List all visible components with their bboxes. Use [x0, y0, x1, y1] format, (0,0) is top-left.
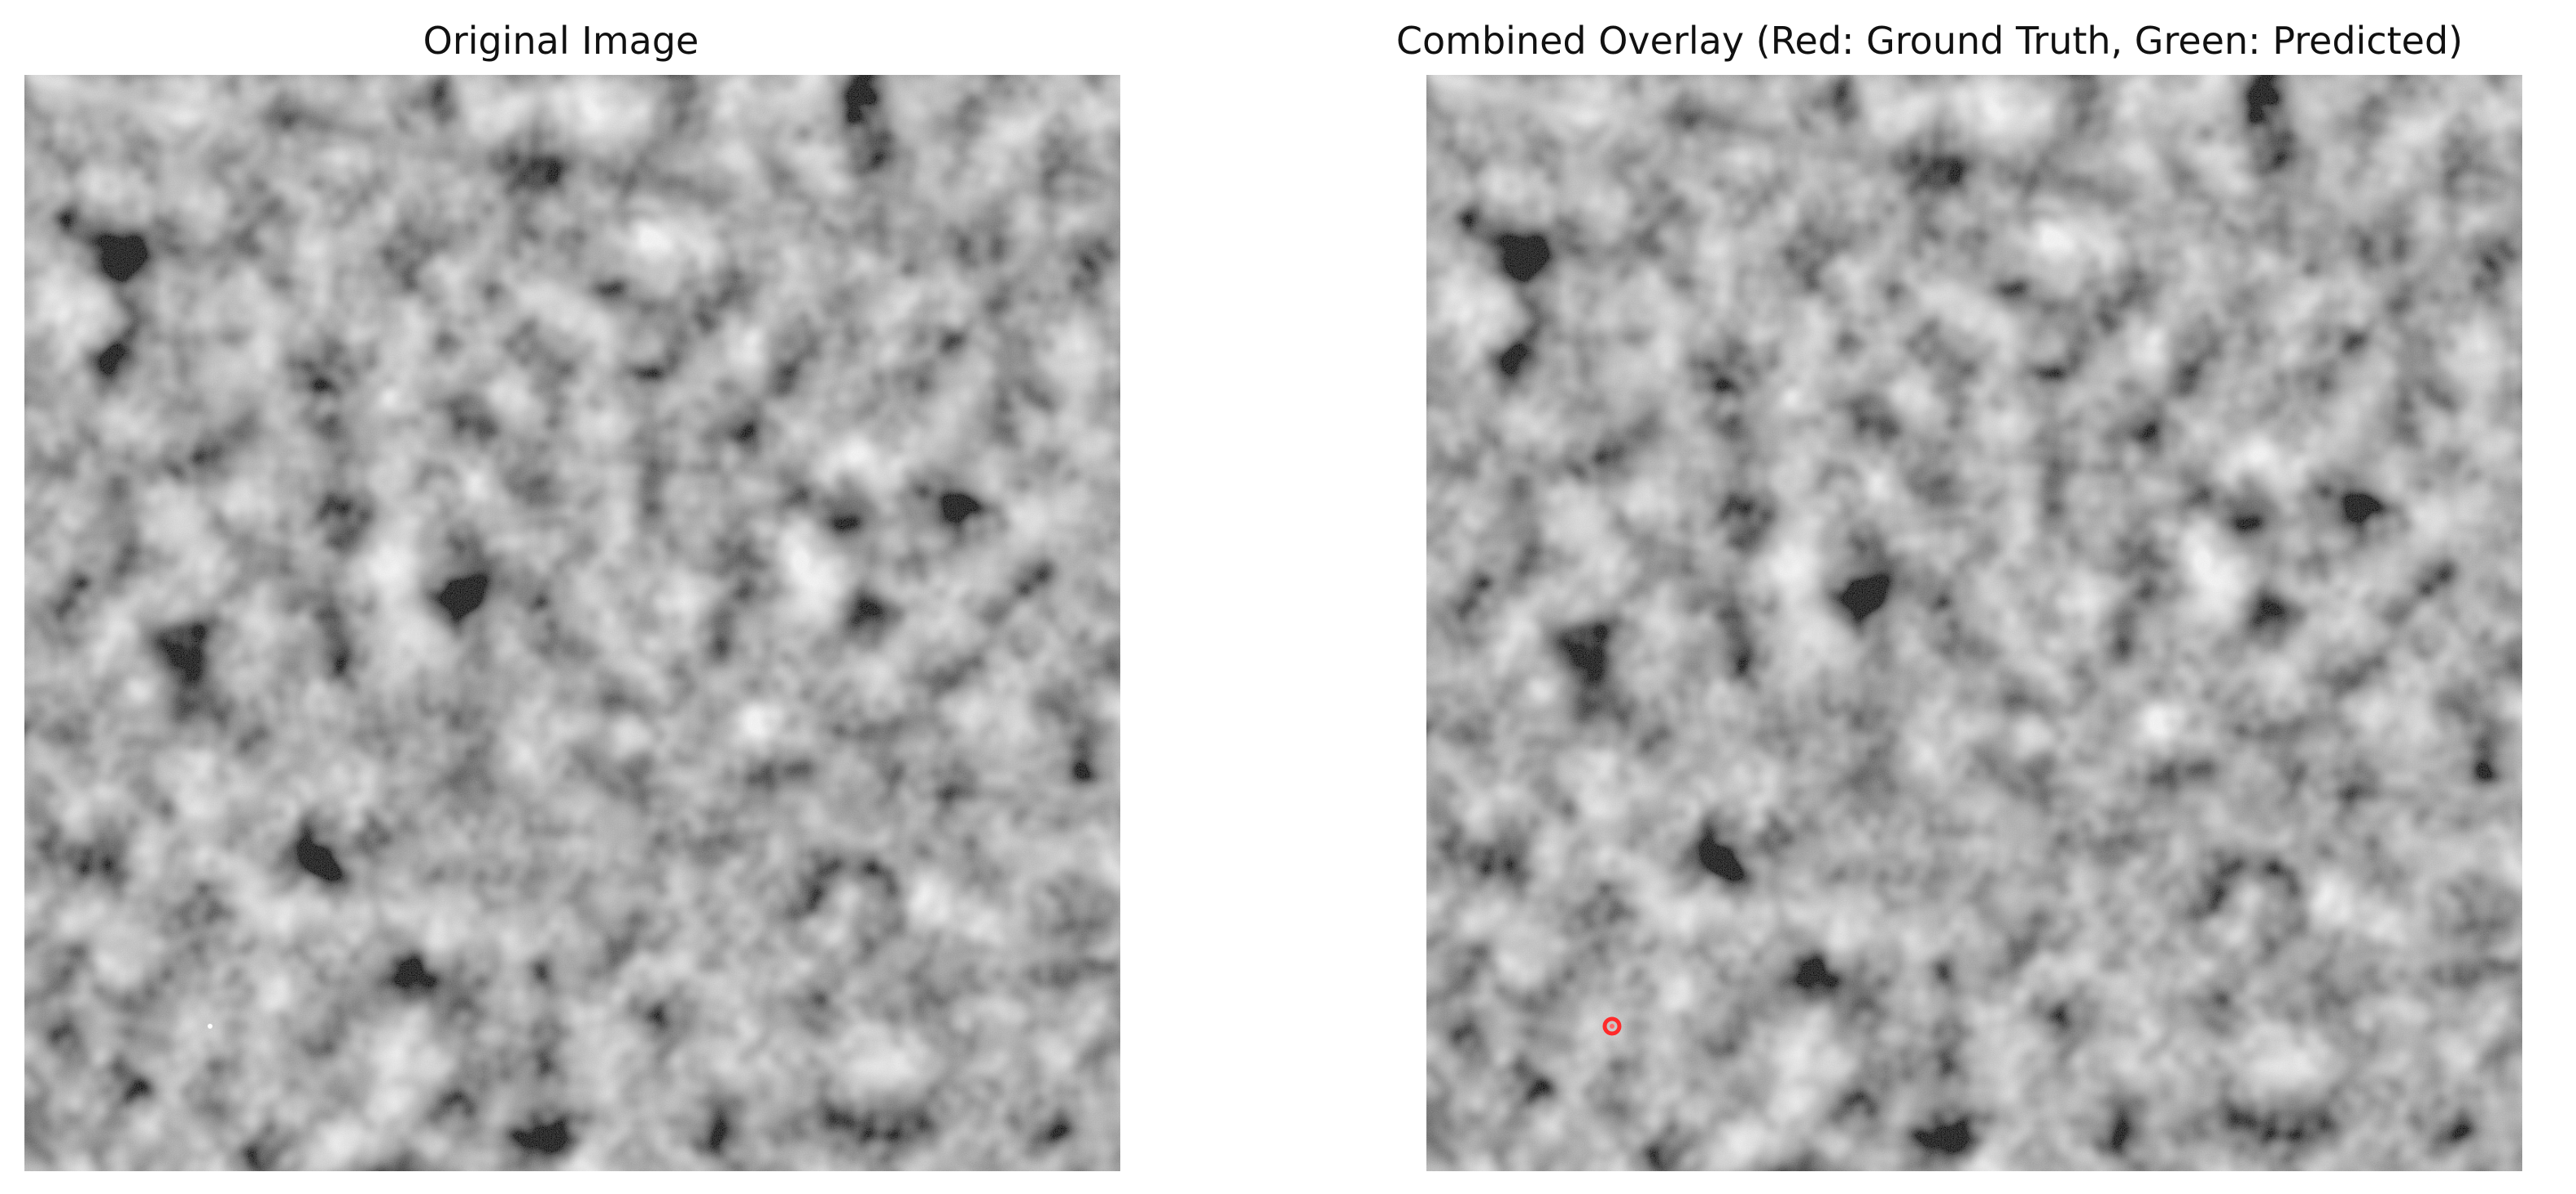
original-image-canvas [24, 75, 1120, 1171]
original-image [24, 75, 1120, 1171]
overlay-image-canvas [1426, 75, 2522, 1171]
ground-truth-marker-core [1610, 1024, 1614, 1029]
panel-title-overlay: Combined Overlay (Red: Ground Truth, Gre… [1395, 19, 2464, 63]
panel-original: Original Image [0, 0, 1270, 1194]
speckle-texture [1426, 75, 2522, 1171]
panel-overlay: Combined Overlay (Red: Ground Truth, Gre… [1303, 0, 2573, 1194]
bright-dot-marker [208, 1024, 212, 1029]
panel-title-original: Original Image [423, 19, 699, 63]
speckle-texture [24, 75, 1120, 1171]
ground-truth-marker [1602, 1016, 1622, 1036]
overlay-image [1426, 75, 2522, 1171]
